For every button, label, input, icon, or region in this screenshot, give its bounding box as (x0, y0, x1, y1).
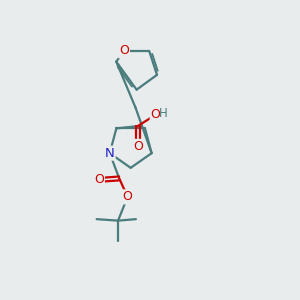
Text: O: O (151, 108, 160, 121)
Text: N: N (105, 147, 115, 160)
Text: H: H (159, 107, 167, 120)
Text: O: O (123, 190, 133, 203)
Text: O: O (119, 44, 129, 58)
Text: O: O (133, 140, 143, 153)
Text: O: O (94, 173, 104, 186)
